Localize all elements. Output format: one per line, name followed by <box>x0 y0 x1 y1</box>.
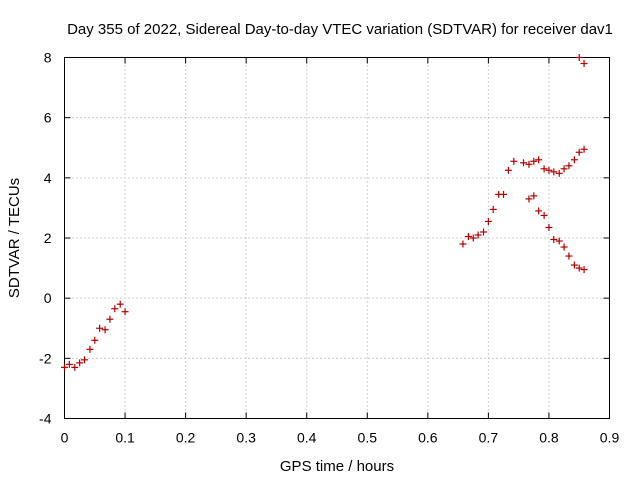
data-point <box>570 156 578 164</box>
grid <box>64 57 610 419</box>
data-point <box>550 236 558 244</box>
data-point <box>116 300 124 308</box>
data-point <box>469 234 477 242</box>
x-tick-label: 0.5 <box>358 430 378 446</box>
data-points <box>61 54 588 371</box>
data-point <box>459 240 467 248</box>
data-point <box>504 166 512 174</box>
data-point <box>560 165 568 173</box>
data-point <box>545 223 553 231</box>
data-point <box>565 252 573 260</box>
data-point <box>500 190 508 198</box>
data-point <box>71 363 79 371</box>
x-tick-label: 0.9 <box>600 430 620 446</box>
data-point <box>530 192 538 200</box>
y-tick-label: 2 <box>44 230 52 246</box>
x-tick-label: 0.3 <box>236 430 256 446</box>
data-point <box>530 157 538 165</box>
data-point <box>86 345 94 353</box>
y-axis-label: SDTVAR / TECUs <box>6 178 23 298</box>
y-tick-label: 0 <box>44 290 52 306</box>
data-point <box>474 231 482 239</box>
x-tick-label: 0.1 <box>115 430 135 446</box>
data-point <box>484 217 492 225</box>
x-tick-label: 0.4 <box>297 430 317 446</box>
data-point <box>540 211 548 219</box>
data-point <box>550 168 558 176</box>
data-point <box>464 232 472 240</box>
data-point <box>555 237 563 245</box>
x-tick-label: 0.7 <box>479 430 499 446</box>
x-tick-label: 0.2 <box>176 430 196 446</box>
data-point <box>555 169 563 177</box>
data-point <box>570 261 578 269</box>
data-point <box>76 359 84 367</box>
y-tick-label: 6 <box>44 110 52 126</box>
y-tick-label: -4 <box>39 411 52 427</box>
data-point <box>61 363 68 371</box>
data-point <box>510 157 518 165</box>
data-point <box>560 243 568 251</box>
x-tick-label: 0.8 <box>539 430 559 446</box>
data-point <box>520 159 528 167</box>
data-point <box>575 264 583 272</box>
y-tick-label: -2 <box>39 350 52 366</box>
y-tick-label: 4 <box>44 170 52 186</box>
data-point <box>545 166 553 174</box>
y-tick-label: 8 <box>44 50 52 66</box>
data-point <box>80 356 88 364</box>
data-point <box>575 54 583 61</box>
data-point <box>525 160 533 168</box>
data-point <box>96 324 104 332</box>
data-point <box>101 326 109 334</box>
data-point <box>65 360 73 368</box>
data-point <box>575 148 583 156</box>
plot-frame <box>64 57 610 419</box>
data-point <box>580 60 588 68</box>
data-point <box>535 207 543 215</box>
data-point <box>580 145 588 153</box>
data-point <box>565 162 573 170</box>
x-axis-label: GPS time / hours <box>280 458 394 475</box>
data-point <box>91 336 99 344</box>
chart-title: Day 355 of 2022, Sidereal Day-to-day VTE… <box>67 21 613 38</box>
data-point <box>106 315 114 323</box>
x-tick-label: 0.6 <box>418 430 438 446</box>
data-point <box>540 165 548 173</box>
data-point <box>121 308 129 316</box>
data-point <box>535 156 543 164</box>
data-point <box>525 195 533 203</box>
data-point <box>489 205 497 213</box>
data-point <box>111 305 119 313</box>
x-tick-label: 0 <box>61 430 69 446</box>
x-tick-labels: 0 0.1 0.2 0.3 0.4 0.5 0.6 0.7 0.8 0.9 <box>61 430 620 446</box>
data-point <box>580 266 588 274</box>
data-point <box>480 228 488 236</box>
y-tick-labels: -4 -2 0 2 4 6 8 <box>39 50 52 427</box>
